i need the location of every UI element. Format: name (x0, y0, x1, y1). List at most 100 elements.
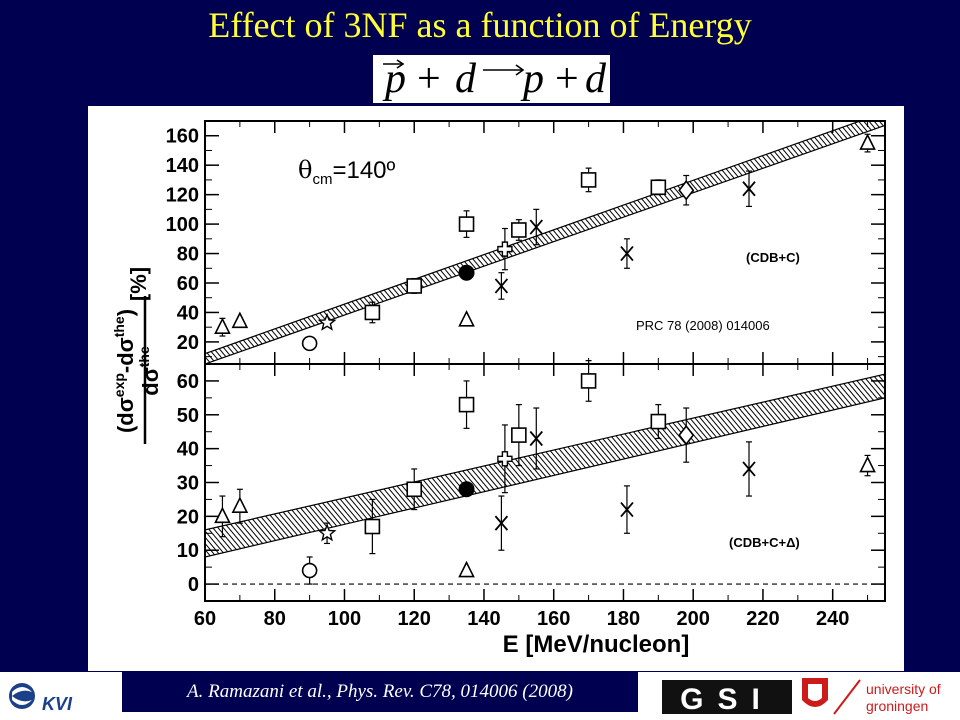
marker-cross-stroke (742, 461, 756, 477)
y-tick-label: 10 (177, 540, 199, 562)
y-axis-label-numerator: (dσexp-dσthe) (111, 309, 138, 433)
data-point-star (317, 522, 337, 545)
marker-filled-circle (458, 264, 475, 281)
reaction-plus: + (417, 56, 441, 102)
marker-circle (301, 335, 318, 352)
university-name-line2: groningen (866, 698, 928, 714)
kvi-logo: KVI (9, 683, 73, 714)
data-point-cross (742, 441, 756, 497)
axis-ticks: 20 40 60 80 100 120 140 160 0 10 20 30 40 50 60 60 80 100… (166, 120, 885, 630)
reaction-equation: p + d p + d (373, 55, 610, 103)
marker-square (364, 518, 381, 535)
data-point-cross (529, 407, 543, 470)
x-tick-label: 120 (398, 608, 431, 630)
marker-square (458, 216, 475, 232)
slide-title: Effect of 3NF as a function of Energy (208, 5, 752, 45)
marker-star (317, 312, 337, 331)
marker-plus (497, 241, 513, 257)
data-points (214, 133, 876, 585)
data-point-square (580, 167, 597, 193)
data-point-cross (620, 238, 634, 269)
reaction-arrow-icon (483, 64, 525, 76)
citation: A. Ramazani et al., Phys. Rev. C78, 0140… (122, 672, 638, 712)
marker-square (511, 427, 527, 443)
university-name-line1: university of (866, 681, 941, 697)
marker-triangle (214, 317, 231, 334)
marker-triangle (859, 133, 876, 150)
reaction-projectile: p (385, 56, 406, 102)
university-logo: university of groningen (802, 678, 941, 715)
kvi-logo-text: KVI (42, 694, 73, 714)
data-point-cross (494, 272, 509, 300)
data-point-triangle (458, 560, 475, 578)
y-tick-label: 140 (166, 155, 199, 177)
marker-diamond (678, 179, 695, 201)
y-tick-label: 100 (166, 214, 199, 236)
y-tick-label: 20 (177, 506, 199, 528)
y-axis-label-unit: [%] (126, 267, 151, 301)
reaction-target: d (455, 56, 476, 102)
marker-square (650, 413, 667, 430)
marker-plus (497, 451, 513, 467)
theory-band (205, 121, 885, 364)
y-axis-label-denominator: dσthe (136, 346, 163, 396)
data-point-square (511, 219, 527, 241)
marker-square (406, 278, 423, 294)
theory-bands (205, 121, 885, 558)
y-tick-label: 30 (177, 473, 199, 495)
data-point-square (650, 179, 667, 196)
data-point-triangle (859, 133, 876, 153)
marker-square (406, 481, 423, 498)
x-tick-label: 140 (467, 608, 500, 630)
data-point-diamond (678, 174, 695, 206)
y-tick-label: 80 (177, 244, 199, 266)
data-point-circle (301, 335, 318, 352)
data-point-triangle (458, 310, 475, 327)
x-tick-label: 200 (677, 608, 710, 630)
data-point-square (406, 468, 423, 511)
polarization-arrow-icon (383, 59, 405, 69)
x-tick-label: 180 (607, 608, 640, 630)
chart-area: 20 40 60 80 100 120 140 160 0 10 20 30 40 50 60 60 80 100… (88, 106, 904, 671)
marker-cross-stroke (529, 430, 543, 447)
angle-annotation: θcm=140º (298, 156, 396, 188)
marker-filled-circle (458, 481, 475, 498)
marker-triangle (458, 310, 475, 327)
data-point-triangle (231, 488, 249, 524)
data-point-filled-circle (458, 264, 475, 281)
data-point-square (580, 360, 597, 402)
marker-square (580, 373, 597, 389)
data-point-cross (494, 495, 509, 551)
theory-band (205, 373, 885, 558)
footer: KVI A. Ramazani et al., Phys. Rev. C78, … (0, 672, 960, 720)
data-point-circle (301, 556, 318, 585)
marker-square (650, 179, 667, 196)
data-point-square (364, 301, 381, 324)
reaction-ejectile: p (523, 56, 544, 102)
x-axis-label: E [MeV/nucleon] (503, 631, 690, 658)
data-point-square (364, 498, 381, 555)
data-point-cross (529, 208, 543, 246)
data-point-triangle (859, 454, 876, 477)
data-point-square (650, 404, 667, 440)
marker-square (511, 222, 527, 238)
gsi-logo-text: GSI (680, 683, 774, 716)
data-point-square (458, 380, 475, 429)
x-tick-label: 60 (194, 608, 216, 630)
data-point-triangle (214, 317, 231, 337)
panel-label-lower: (CDB+C+Δ) (729, 535, 800, 550)
marker-triangle (214, 506, 231, 524)
reaction-residual: d (585, 56, 606, 102)
y-tick-label: 50 (177, 405, 199, 427)
panel-label-upper: (CDB+C) (746, 250, 800, 265)
x-tick-label: 220 (746, 608, 779, 630)
reaction-plus: + (555, 56, 579, 102)
marker-triangle (231, 311, 249, 329)
data-point-square (458, 210, 475, 238)
y-tick-label: 160 (166, 126, 199, 148)
data-point-star (317, 312, 337, 331)
data-point-diamond (678, 407, 695, 463)
reference-label: PRC 78 (2008) 014006 (636, 318, 770, 333)
marker-cross-stroke (494, 515, 509, 531)
gsi-logo: GSI (660, 676, 796, 718)
